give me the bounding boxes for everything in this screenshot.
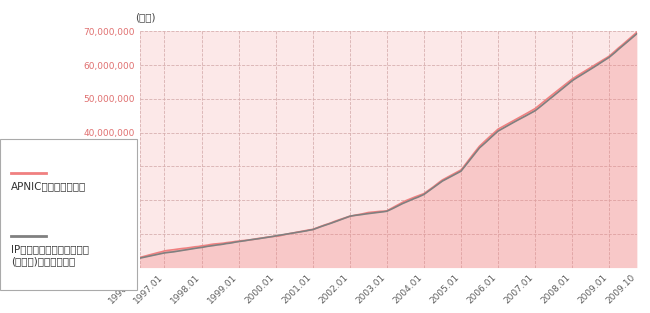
- Text: APNICからの割り振り: APNICからの割り振り: [11, 181, 86, 191]
- Text: (件数): (件数): [135, 12, 155, 22]
- Text: IPアドレス管理指定事業者
(旧会員)への割り振り: IPアドレス管理指定事業者 (旧会員)への割り振り: [11, 244, 89, 266]
